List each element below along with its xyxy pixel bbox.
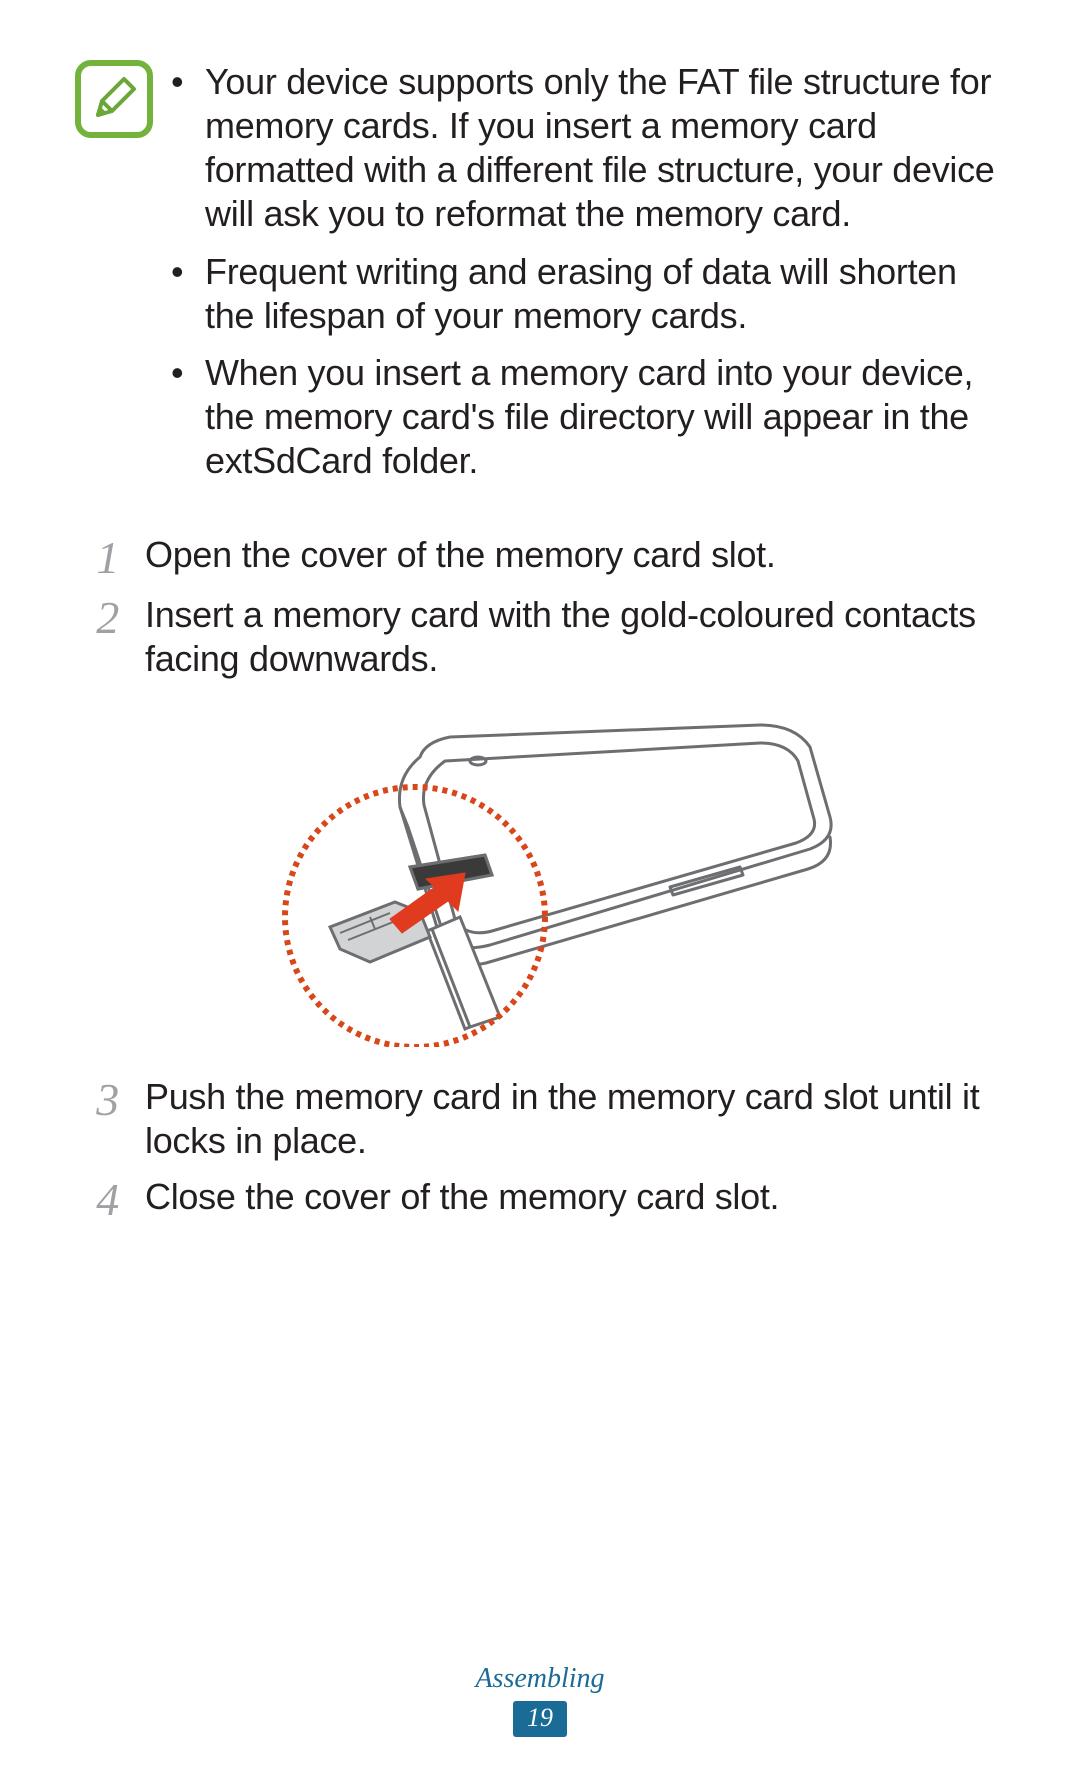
step-item: 2 Insert a memory card with the gold-col…	[75, 593, 1005, 681]
step-number: 3	[75, 1075, 119, 1123]
step-number: 2	[75, 593, 119, 641]
page-footer: Assembling 19	[0, 1663, 1080, 1737]
note-block: Your device supports only the FAT file s…	[75, 60, 1005, 497]
note-bullet: Frequent writing and erasing of data wil…	[171, 250, 1005, 338]
illustration-container	[75, 697, 1005, 1047]
note-icon	[75, 60, 153, 138]
note-bullet: When you insert a memory card into your …	[171, 351, 1005, 483]
note-bullet-list: Your device supports only the FAT file s…	[171, 60, 1005, 497]
note-bullet-text: Frequent writing and erasing of data wil…	[205, 251, 957, 336]
step-list-bottom: 3 Push the memory card in the memory car…	[75, 1075, 1005, 1223]
footer-page-number: 19	[513, 1701, 567, 1737]
step-number: 4	[75, 1175, 119, 1223]
step-number: 1	[75, 533, 119, 581]
step-text: Insert a memory card with the gold-colou…	[145, 593, 1005, 681]
step-text: Close the cover of the memory card slot.	[145, 1175, 1005, 1219]
footer-section-title: Assembling	[0, 1663, 1080, 1695]
step-item: 3 Push the memory card in the memory car…	[75, 1075, 1005, 1163]
step-text: Open the cover of the memory card slot.	[145, 533, 1005, 577]
pencil-note-icon	[90, 75, 138, 123]
step-list-top: 1 Open the cover of the memory card slot…	[75, 533, 1005, 681]
memory-card-insert-diagram	[240, 697, 840, 1047]
note-bullet-text: When you insert a memory card into your …	[205, 352, 973, 481]
note-bullet: Your device supports only the FAT file s…	[171, 60, 1005, 236]
step-text: Push the memory card in the memory card …	[145, 1075, 1005, 1163]
step-item: 4 Close the cover of the memory card slo…	[75, 1175, 1005, 1223]
note-bullet-text: Your device supports only the FAT file s…	[205, 61, 995, 234]
step-item: 1 Open the cover of the memory card slot…	[75, 533, 1005, 581]
